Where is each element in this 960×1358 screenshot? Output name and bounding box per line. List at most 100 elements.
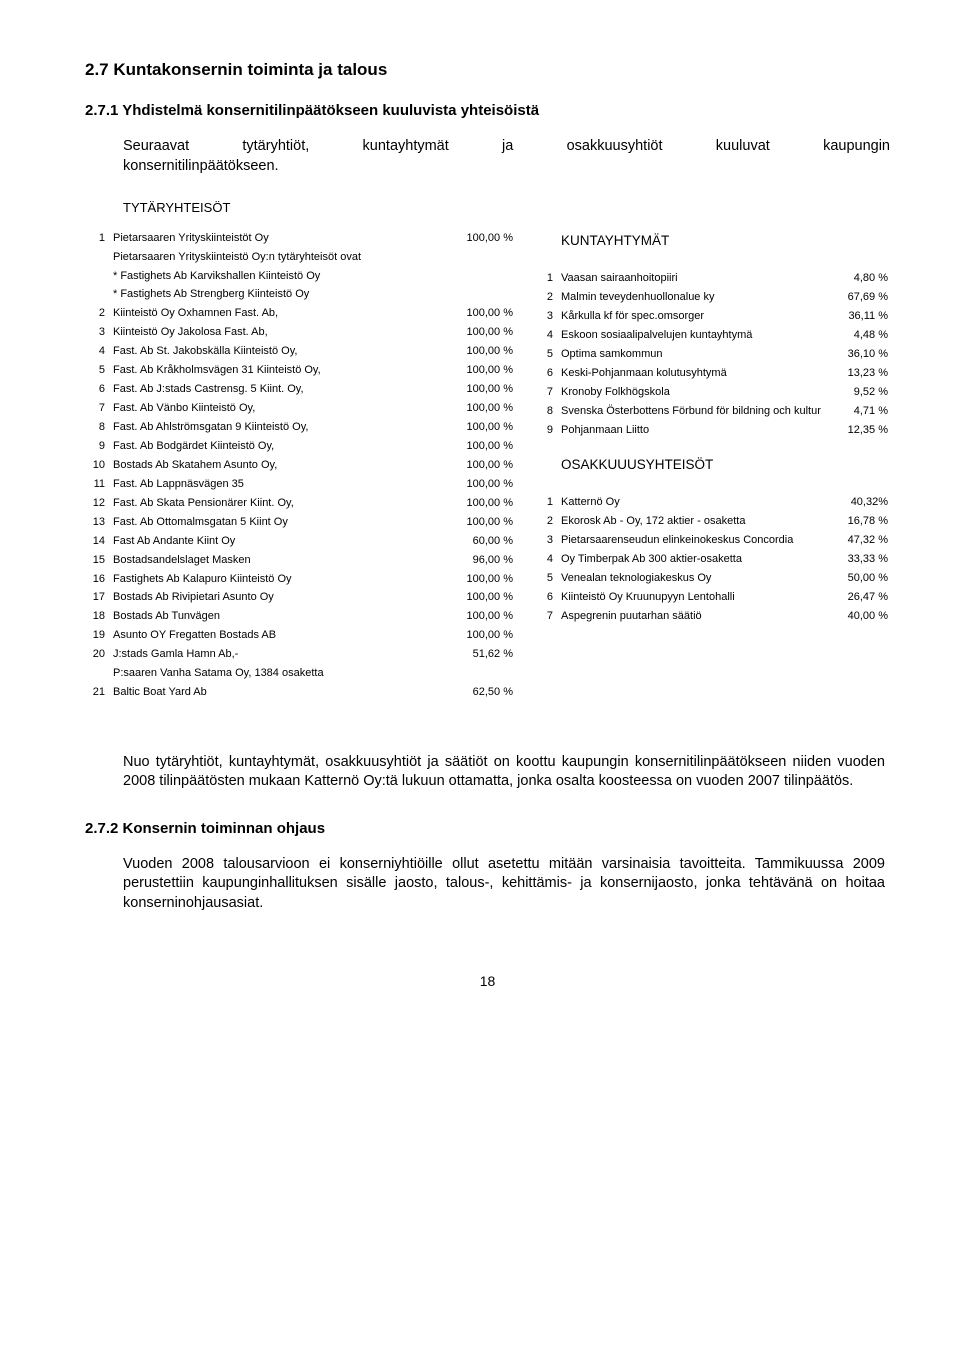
table-row: 5Optima samkommun36,10 % [533, 345, 890, 364]
row-name: Kronoby Folkhögskola [559, 383, 828, 402]
row-pct: 96,00 % [449, 551, 515, 570]
row-pct: 51,62 % [449, 646, 515, 665]
row-name: Kiinteistö Oy Oxhamnen Fast. Ab, [111, 305, 449, 324]
table-row: 8Fast. Ab Ahlströmsgatan 9 Kiinteistö Oy… [85, 419, 515, 438]
left-table: 1 Pietarsaaren Yrityskiinteistöt Oy 100,… [85, 229, 515, 702]
row-name: Fast. Ab Ottomalmsgatan 5 Kiint Oy [111, 513, 449, 532]
row-pct: 4,48 % [828, 327, 890, 346]
row-pct: 100,00 % [449, 419, 515, 438]
table-row: 8Svenska Österbottens Förbund för bildni… [533, 402, 890, 421]
table-row: 15Bostadsandelslaget Masken96,00 % [85, 551, 515, 570]
row-pct: 40,32% [828, 494, 890, 513]
table-row: 12Fast. Ab Skata Pensionärer Kiint. Oy,1… [85, 494, 515, 513]
table-row: 5Fast. Ab Kråkholmsvägen 31 Kiinteistö O… [85, 362, 515, 381]
row-num: 10 [85, 456, 111, 475]
heading-2b: 2.7.2 Konsernin toiminnan ohjaus [85, 820, 890, 837]
row-name: Fast. Ab St. Jakobskälla Kiinteistö Oy, [111, 343, 449, 362]
row-num: 7 [85, 400, 111, 419]
table-row: 7Kronoby Folkhögskola9,52 % [533, 383, 890, 402]
star-row: * Fastighets Ab Karvikshallen Kiinteistö… [111, 267, 515, 286]
star-row: * Fastighets Ab Strengberg Kiinteistö Oy [111, 286, 515, 305]
row-name: Bostads Ab Rivipietari Asunto Oy [111, 589, 449, 608]
row-pct: 100,00 % [449, 589, 515, 608]
table-row: * Fastighets Ab Karvikshallen Kiinteistö… [85, 267, 515, 286]
row-pct: 100,00 % [449, 475, 515, 494]
para1-line1: Seuraavat tytäryhtiöt, kuntayhtymät ja o… [123, 138, 890, 154]
row-num: 2 [533, 513, 559, 532]
table-row: Pietarsaaren Yrityskiinteistö Oy:n tytär… [85, 248, 515, 267]
row-name: J:stads Gamla Hamn Ab,- [111, 646, 449, 665]
para1-line2: konsernitilinpäätökseen. [123, 157, 279, 177]
table-row: 4Oy Timberpak Ab 300 aktier-osaketta33,3… [533, 551, 890, 570]
row-name: Pietarsaaren Yrityskiinteistöt Oy [111, 229, 449, 248]
table-row: 18Bostads Ab Tunvägen100,00 % [85, 608, 515, 627]
table-row: P:saaren Vanha Satama Oy, 1384 osaketta [85, 665, 515, 684]
row-num: 17 [85, 589, 111, 608]
row-num: 9 [85, 437, 111, 456]
table-row: 3Pietarsaarenseudun elinkeinokeskus Conc… [533, 532, 890, 551]
row-name: Ekorosk Ab - Oy, 172 aktier - osaketta [559, 513, 828, 532]
sub-note-2: P:saaren Vanha Satama Oy, 1384 osaketta [111, 665, 515, 684]
row-name: Kårkulla kf för spec.omsorger [559, 308, 828, 327]
sub-note: Pietarsaaren Yrityskiinteistö Oy:n tytär… [111, 248, 515, 267]
table-row: OSAKKUUUSYHTEISÖT [533, 453, 890, 481]
table-row: 10Bostads Ab Skatahem Asunto Oy,100,00 % [85, 456, 515, 475]
row-num: 6 [533, 588, 559, 607]
row-name: Fast. Ab Bodgärdet Kiinteistö Oy, [111, 437, 449, 456]
right-column: KUNTAYHTYMÄT 1Vaasan sairaanhoitopiiri4,… [533, 229, 890, 702]
table-row: 4Fast. Ab St. Jakobskälla Kiinteistö Oy,… [85, 343, 515, 362]
table-row: 1 Pietarsaaren Yrityskiinteistöt Oy 100,… [85, 229, 515, 248]
row-name: Oy Timberpak Ab 300 aktier-osaketta [559, 551, 828, 570]
table-row: 13Fast. Ab Ottomalmsgatan 5 Kiint Oy100,… [85, 513, 515, 532]
table-row: 9Fast. Ab Bodgärdet Kiinteistö Oy,100,00… [85, 437, 515, 456]
row-name: Vaasan sairaanhoitopiiri [559, 270, 828, 289]
row-num: 19 [85, 627, 111, 646]
table-row: KUNTAYHTYMÄT [533, 229, 890, 257]
table-row: 2Kiinteistö Oy Oxhamnen Fast. Ab,100,00 … [85, 305, 515, 324]
row-name: Kiinteistö Oy Jakolosa Fast. Ab, [111, 324, 449, 343]
row-num: 4 [533, 327, 559, 346]
row-num: 1 [85, 229, 111, 248]
row-pct: 33,33 % [828, 551, 890, 570]
group-head-kuntayhtymat: KUNTAYHTYMÄT [559, 229, 890, 257]
row-name: Optima samkommun [559, 345, 828, 364]
row-pct: 100,00 % [449, 513, 515, 532]
row-pct: 100,00 % [449, 627, 515, 646]
row-num: 1 [533, 270, 559, 289]
row-name: Fast Ab Andante Kiint Oy [111, 532, 449, 551]
table-row: 20J:stads Gamla Hamn Ab,-51,62 % [85, 646, 515, 665]
row-pct: 13,23 % [828, 364, 890, 383]
row-name: Bostadsandelslaget Masken [111, 551, 449, 570]
table-row: 16Fastighets Ab Kalapuro Kiinteistö Oy10… [85, 570, 515, 589]
paragraph-2: Nuo tytäryhtiöt, kuntayhtymät, osakkuusy… [123, 753, 890, 792]
table-row: 6Kiinteistö Oy Kruunupyyn Lentohalli26,4… [533, 588, 890, 607]
right-table: KUNTAYHTYMÄT 1Vaasan sairaanhoitopiiri4,… [533, 229, 890, 626]
table-row: 9Pohjanmaan Liitto12,35 % [533, 421, 890, 440]
group-head-osakkuus: OSAKKUUUSYHTEISÖT [559, 453, 890, 481]
row-num: 2 [533, 289, 559, 308]
row-name: Katternö Oy [559, 494, 828, 513]
table-row: 7Aspegrenin puutarhan säätiö40,00 % [533, 607, 890, 626]
row-num: 3 [533, 532, 559, 551]
row-num: 11 [85, 475, 111, 494]
table-row: 17Bostads Ab Rivipietari Asunto Oy100,00… [85, 589, 515, 608]
row-num: 4 [533, 551, 559, 570]
row-num: 20 [85, 646, 111, 665]
table-row: 2Ekorosk Ab - Oy, 172 aktier - osaketta1… [533, 513, 890, 532]
row-name: Fast. Ab Kråkholmsvägen 31 Kiinteistö Oy… [111, 362, 449, 381]
heading-2a: 2.7.1 Yhdistelmä konsernitilinpäätökseen… [85, 102, 890, 119]
row-num: 5 [533, 345, 559, 364]
row-pct: 100,00 % [449, 343, 515, 362]
table-row: 19Asunto OY Fregatten Bostads AB100,00 % [85, 627, 515, 646]
table-row: 7Fast. Ab Vänbo Kiinteistö Oy,100,00 % [85, 400, 515, 419]
row-name: Fast. Ab J:stads Castrensg. 5 Kiint. Oy, [111, 381, 449, 400]
row-pct: 100,00 % [449, 324, 515, 343]
row-name: Kiinteistö Oy Kruunupyyn Lentohalli [559, 588, 828, 607]
table-row: 1Vaasan sairaanhoitopiiri4,80 % [533, 270, 890, 289]
table-row: 6Fast. Ab J:stads Castrensg. 5 Kiint. Oy… [85, 381, 515, 400]
table-row: 3Kårkulla kf för spec.omsorger36,11 % [533, 308, 890, 327]
row-num: 1 [533, 494, 559, 513]
row-name: Bostads Ab Tunvägen [111, 608, 449, 627]
row-pct: 62,50 % [449, 684, 515, 703]
table-row: 2Malmin teveydenhuollonalue ky67,69 % [533, 289, 890, 308]
